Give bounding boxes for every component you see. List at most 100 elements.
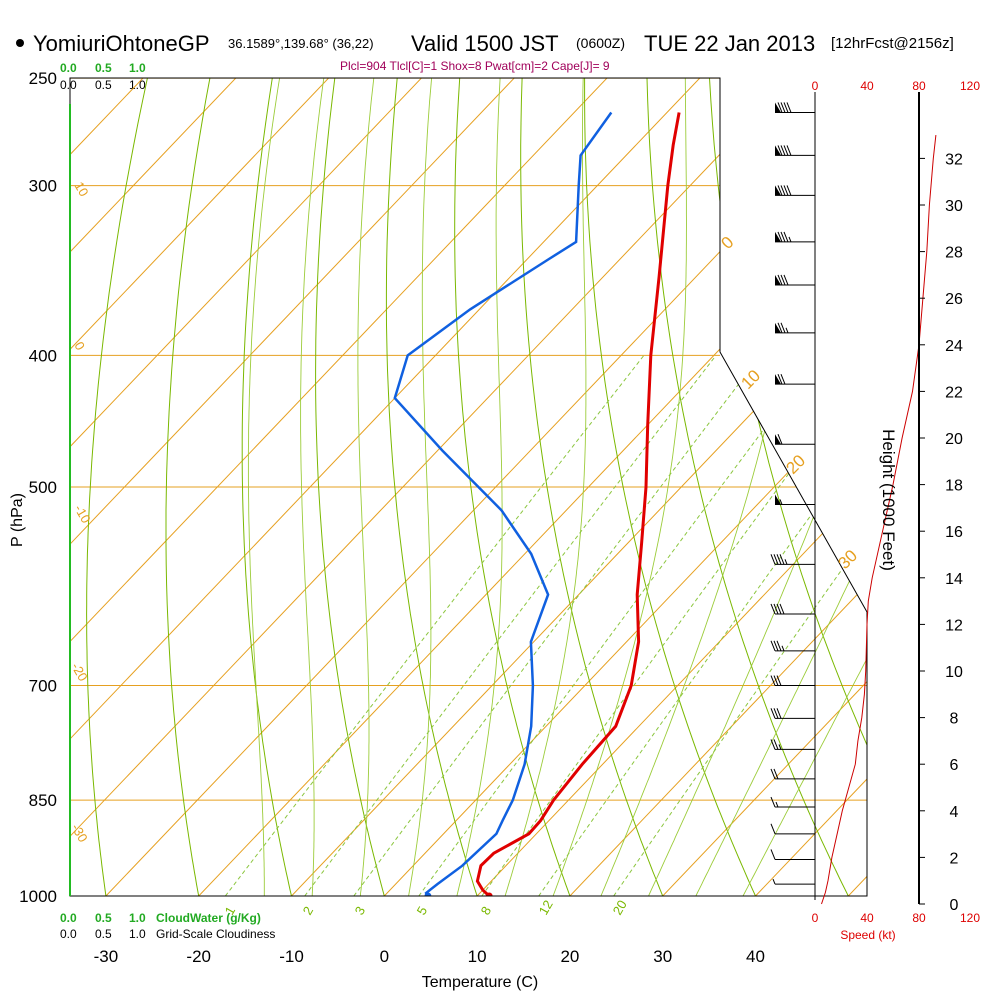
barb-full xyxy=(780,102,786,113)
barb-half xyxy=(779,499,783,505)
barb-full xyxy=(779,603,785,615)
wind-barb xyxy=(770,796,815,808)
isotherm-label: 10 xyxy=(71,179,91,199)
cloudwater-label: CloudWater (g/Kg) xyxy=(156,911,261,925)
barb-full xyxy=(776,554,782,565)
wind-barb xyxy=(770,849,815,860)
barb-full xyxy=(776,603,782,615)
barb-full xyxy=(777,145,783,156)
station-coords: 36.1589°,139.68° (36,22) xyxy=(228,36,374,51)
temperature-axis: -30 -20 -10 0 10 20 30 40 xyxy=(94,947,765,966)
barb-half xyxy=(775,801,779,808)
barb-full xyxy=(780,231,786,243)
barb-full xyxy=(780,274,786,286)
temperature-tick-label: -10 xyxy=(279,947,304,966)
surface-dewpoint-marker xyxy=(424,892,432,896)
barb-full xyxy=(780,373,786,385)
barb-full xyxy=(783,231,789,243)
isotherm-line xyxy=(449,78,867,896)
dry-adiabat-line xyxy=(315,78,393,896)
scale-tick: 1.0 xyxy=(129,911,146,925)
barb-half xyxy=(781,645,785,652)
barb-flag xyxy=(775,231,781,242)
barb-full xyxy=(777,231,783,243)
station-name: YomiuriOhtoneGP xyxy=(33,31,210,56)
barb-full xyxy=(783,274,789,286)
barb-full xyxy=(770,640,776,652)
dry-adiabat-line xyxy=(241,78,299,896)
isotherm-label: 30 xyxy=(834,546,861,573)
cloudiness-label: Grid-Scale Cloudiness xyxy=(156,927,275,941)
wind-barb xyxy=(775,185,815,196)
barb-full xyxy=(777,434,783,445)
wind-barb xyxy=(775,373,815,385)
barb-full xyxy=(777,373,783,385)
speed-tick: 0 xyxy=(812,79,819,93)
x-axis-label: Temperature (C) xyxy=(422,974,538,991)
valid-utc: (0600Z) xyxy=(576,35,625,51)
mixing-ratio-line xyxy=(418,355,820,896)
barb-half xyxy=(788,236,792,243)
height-tick-label: 18 xyxy=(945,478,963,495)
moist-adiabat-line xyxy=(247,78,305,896)
dry-adiabat-line xyxy=(882,0,1000,925)
wind-barb xyxy=(775,494,815,505)
barb-full xyxy=(770,823,776,835)
scale-tick: 1.0 xyxy=(129,927,146,941)
temperature-tick-label: -30 xyxy=(94,947,119,966)
barb-full xyxy=(773,554,779,565)
speed-tick: 40 xyxy=(860,79,874,93)
pressure-tick-label: 300 xyxy=(29,177,57,196)
barb-full xyxy=(777,274,783,286)
barb-full xyxy=(770,739,776,750)
speed-axis-label: Speed (kt) xyxy=(840,928,895,942)
wind-barb xyxy=(775,102,815,113)
temperature-tick-label: 10 xyxy=(468,947,487,966)
scale-tick: 0.5 xyxy=(95,911,112,925)
height-tick-label: 10 xyxy=(945,664,963,681)
wind-barb xyxy=(770,554,815,565)
speed-tick: 80 xyxy=(912,79,926,93)
temperature-tick-label: 0 xyxy=(380,947,389,966)
mixing-ratio-line xyxy=(481,355,867,896)
barb-full xyxy=(783,102,789,113)
barb-full xyxy=(777,322,783,334)
isotherm-line xyxy=(542,78,867,896)
dry-adiabat-line xyxy=(584,78,770,896)
dry-adiabat-line xyxy=(941,0,1000,925)
barb-flag xyxy=(775,145,781,156)
wind-barb xyxy=(770,708,815,719)
mixing-ratio-line xyxy=(538,355,867,896)
barb-full xyxy=(770,849,776,860)
thermo-grid xyxy=(70,0,1000,925)
height-tick-label: 24 xyxy=(945,338,963,355)
barb-full xyxy=(777,185,783,196)
barb-full xyxy=(779,554,785,565)
y-axis-label: P (hPa) xyxy=(9,493,26,547)
wind-barb xyxy=(772,878,815,885)
isotherm-line xyxy=(70,78,641,896)
wind-barb xyxy=(770,823,815,835)
pressure-tick-label: 700 xyxy=(29,677,57,696)
barb-flag xyxy=(775,322,781,333)
barb-full xyxy=(786,185,792,196)
barb-flag xyxy=(775,185,781,196)
dewpoint-line xyxy=(393,111,613,896)
barb-flag xyxy=(775,374,781,385)
temperature-tick-label: -20 xyxy=(186,947,211,966)
height-tick-label: 14 xyxy=(945,571,963,588)
barb-flag xyxy=(775,434,781,445)
scale-tick: 0.0 xyxy=(60,78,77,92)
moist-adiabat-line xyxy=(727,78,867,896)
barb-full xyxy=(780,185,786,196)
speed-tick: 80 xyxy=(912,911,926,925)
moist-adiabat-line xyxy=(681,78,867,896)
barb-full xyxy=(773,640,779,652)
pressure-tick-label: 850 xyxy=(29,791,57,810)
barb-flag xyxy=(775,102,781,113)
profiles xyxy=(393,111,681,896)
top-cloudwater-scale: 0.0 0.5 1.0 0.0 0.5 1.0 xyxy=(60,61,146,92)
isotherm-label: 0 xyxy=(71,339,88,353)
wind-barb xyxy=(770,603,815,615)
